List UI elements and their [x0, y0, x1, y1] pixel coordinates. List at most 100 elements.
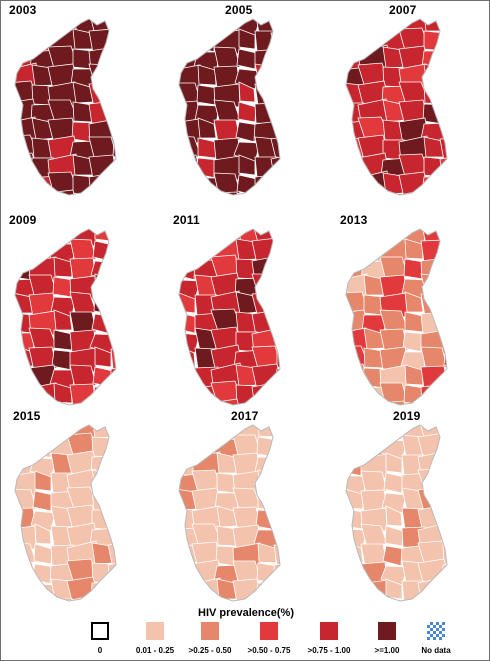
district-2007-54: [346, 174, 367, 195]
district-2013-0: [346, 229, 370, 247]
map-panel-2013: 2013: [336, 213, 486, 413]
district-2015-28: [91, 489, 115, 511]
district-2017-46: [257, 542, 277, 564]
district-2005-33: [237, 101, 257, 123]
district-2017-53: [273, 561, 280, 586]
district-2009-27: [69, 291, 97, 317]
district-2005-15: [236, 48, 258, 70]
district-2015-10: [91, 436, 115, 458]
district-2019-17: [442, 451, 447, 475]
karnataka-map-2017: [178, 424, 281, 602]
district-2009-48: [15, 365, 34, 387]
district-2003-63: [70, 194, 96, 195]
district-2007-64: [423, 189, 445, 195]
legend-label-0: 0: [97, 646, 103, 655]
district-2017-0: [179, 425, 199, 439]
district-2007-23: [439, 64, 447, 90]
district-2009-4: [94, 229, 112, 242]
district-2005-23: [270, 62, 280, 92]
district-2019-23: [442, 471, 447, 493]
district-2015-29: [107, 487, 116, 515]
district-2019-5: [442, 425, 447, 440]
year-label-2003: 2003: [9, 3, 37, 17]
district-2003-1: [31, 19, 55, 33]
state-border-2015: [14, 424, 117, 602]
district-2009-51: [69, 364, 97, 389]
district-2013-38: [379, 328, 409, 354]
district-2007-65: [439, 190, 447, 195]
district-2013-35: [440, 315, 447, 337]
district-2005-10: [254, 30, 280, 52]
district-2005-64: [254, 189, 280, 195]
legend-swatch-1: [146, 622, 164, 640]
year-label-2017: 2017: [231, 409, 259, 423]
district-2005-54: [179, 172, 202, 195]
district-2007-62: [382, 192, 406, 195]
district-2007-10: [423, 30, 445, 52]
district-2013-10: [420, 239, 447, 263]
district-2007-0: [346, 19, 367, 34]
district-2017-35: [273, 507, 280, 533]
district-2005-34: [254, 102, 280, 125]
district-2005-9: [238, 28, 256, 50]
district-2019-56: [385, 578, 403, 600]
map-panel-2017: 2017: [169, 409, 319, 609]
district-2011-48: [179, 365, 197, 387]
state-border-2007: [345, 18, 448, 196]
year-label-2007: 2007: [389, 3, 417, 17]
district-2019-44: [382, 545, 406, 567]
district-2005-19: [197, 64, 217, 86]
district-2017-17: [273, 451, 280, 477]
district-2009-59: [110, 381, 116, 405]
karnataka-map-2003: [14, 18, 117, 196]
district-2017-54: [179, 581, 199, 601]
district-2011-62: [210, 398, 244, 405]
district-2007-22: [423, 63, 445, 86]
district-2019-1: [360, 425, 388, 441]
district-2009-33: [69, 311, 97, 335]
district-2003-23: [113, 65, 116, 87]
district-2003-59: [113, 171, 116, 193]
district-2015-25: [32, 490, 54, 512]
district-2009-43: [28, 346, 58, 372]
district-2005-28: [254, 83, 280, 106]
district-2003-54: [15, 170, 40, 195]
district-2017-29: [273, 489, 280, 513]
district-2005-17: [270, 44, 280, 74]
district-2005-6: [179, 28, 202, 54]
district-2003-29: [111, 85, 116, 107]
district-2009-47: [110, 348, 116, 370]
district-2013-29: [442, 295, 447, 317]
district-2015-19: [34, 470, 52, 492]
legend-label-1: 0.01 - 0.25: [135, 646, 175, 655]
district-2009-17: [110, 255, 116, 280]
map-panel-2007: 2007: [336, 3, 486, 203]
state-border-2009: [14, 228, 117, 406]
karnataka-map-2011: [178, 228, 281, 406]
district-2011-5: [276, 229, 280, 244]
karnataka-map-2009: [14, 228, 117, 406]
legend-swatch-2: [201, 622, 219, 640]
legend-swatch-0: [91, 622, 109, 640]
district-2019-53: [441, 563, 447, 586]
map-panel-2011: 2011: [169, 213, 319, 413]
district-2009-56: [53, 382, 73, 404]
district-2013-51: [404, 364, 424, 386]
district-2011-59: [276, 381, 280, 404]
district-2003-17: [113, 45, 116, 67]
district-2007-29: [439, 82, 447, 108]
district-2013-52: [420, 365, 447, 389]
district-2003-35: [109, 105, 116, 127]
district-2003-65: [113, 191, 116, 195]
legend-label-6: No data: [421, 646, 451, 655]
karnataka-map-2013: [345, 228, 448, 406]
district-2011-1: [194, 229, 220, 244]
district-2009-38: [53, 329, 73, 351]
district-2015-43: [33, 543, 53, 565]
district-2007-35: [439, 100, 447, 127]
district-2011-41: [276, 328, 280, 350]
district-2017-4: [257, 425, 277, 438]
map-panel-2009: 2009: [5, 213, 155, 413]
karnataka-map-2005: [178, 18, 281, 196]
district-2011-11: [274, 242, 280, 264]
